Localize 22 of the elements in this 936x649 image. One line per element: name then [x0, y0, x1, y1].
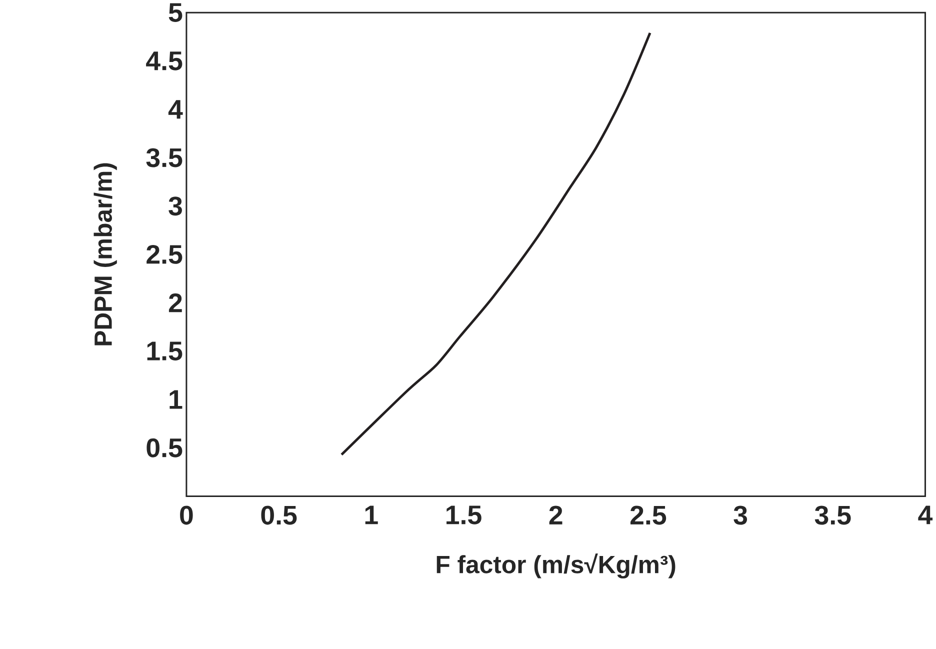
- line-series: [340, 32, 652, 456]
- y-tick-label: 1.5: [147, 342, 182, 361]
- y-tick-label: 3: [168, 196, 182, 216]
- x-tick-label: 4: [918, 506, 933, 524]
- y-tick-label: 2: [168, 294, 182, 312]
- y-tick-label: 4.5: [146, 52, 182, 70]
- y-tick-label: 3.5: [146, 148, 182, 168]
- x-tick-label: 0: [180, 506, 193, 525]
- y-tick-label: 5: [168, 3, 182, 22]
- y-tick-label: 1: [170, 390, 182, 409]
- x-tick-label: 3.5: [814, 506, 851, 525]
- y-axis-title: PDPM (mbar/m): [94, 163, 117, 346]
- y-tick-label: 2.5: [146, 245, 182, 264]
- x-tick-label: 3: [734, 506, 748, 525]
- x-axis-title: F factor (m/s√Kg/m³): [436, 554, 676, 579]
- x-tick-label: 0.5: [261, 506, 297, 525]
- x-tick-label: 1.5: [446, 506, 482, 525]
- x-tick-label: 2.5: [630, 506, 666, 525]
- y-tick-label: 4: [168, 100, 183, 119]
- x-tick-label: 1: [365, 506, 378, 524]
- y-tick-label: 0.5: [146, 438, 182, 458]
- x-tick-label: 2: [549, 506, 562, 525]
